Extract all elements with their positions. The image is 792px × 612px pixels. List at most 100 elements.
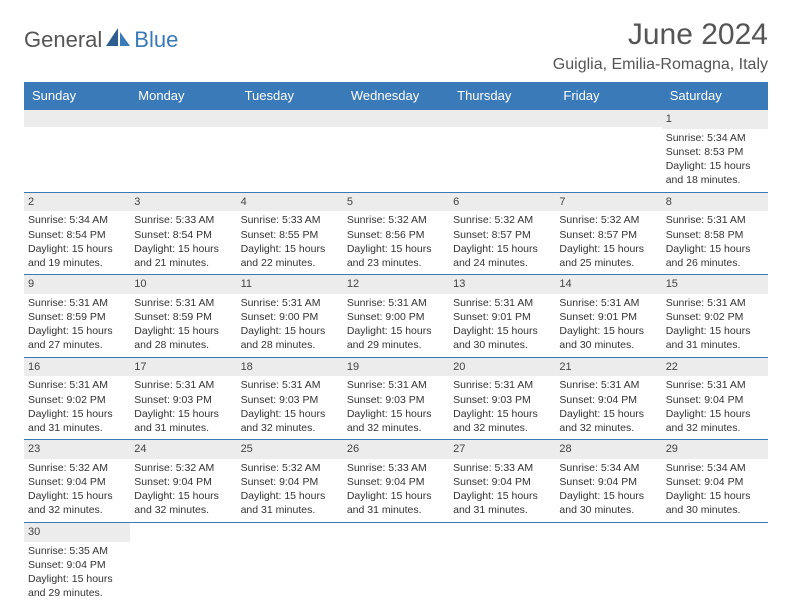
calendar-day-cell: 24 Sunrise: 5:32 AMSunset: 9:04 PMDayligh… — [130, 440, 236, 523]
day-info: Sunrise: 5:32 AMSunset: 8:56 PMDaylight:… — [347, 213, 445, 270]
day-info: Sunrise: 5:31 AMSunset: 8:58 PMDaylight:… — [666, 213, 764, 270]
calendar-day-cell: 11Sunrise: 5:31 AMSunset: 9:00 PMDayligh… — [237, 275, 343, 358]
calendar-day-cell: 12Sunrise: 5:31 AMSunset: 9:00 PMDayligh… — [343, 275, 449, 358]
calendar-empty-cell — [343, 110, 449, 193]
day-number: 14 — [555, 275, 661, 294]
day-info: Sunrise: 5:31 AMSunset: 8:59 PMDaylight:… — [28, 296, 126, 353]
day-number: 4 — [237, 193, 343, 212]
calendar-empty-cell — [24, 110, 130, 193]
location: Guiglia, Emilia-Romagna, Italy — [553, 56, 768, 74]
day-info: Sunrise: 5:32 AMSunset: 9:04 PMDaylight:… — [134, 461, 232, 518]
day-info: Sunrise: 5:31 AMSunset: 9:01 PMDaylight:… — [453, 296, 551, 353]
day-info: Sunrise: 5:31 AMSunset: 9:03 PMDaylight:… — [347, 378, 445, 435]
day-number: 24 — [130, 440, 236, 459]
calendar-day-cell: 19Sunrise: 5:31 AMSunset: 9:03 PMDayligh… — [343, 357, 449, 440]
day-number: 25 — [237, 440, 343, 459]
calendar-day-cell: 4Sunrise: 5:33 AMSunset: 8:55 PMDaylight… — [237, 192, 343, 275]
day-info: Sunrise: 5:31 AMSunset: 9:00 PMDaylight:… — [347, 296, 445, 353]
calendar-day-cell: 1Sunrise: 5:34 AMSunset: 8:53 PMDaylight… — [662, 110, 768, 193]
calendar-day-cell: 5Sunrise: 5:32 AMSunset: 8:56 PMDaylight… — [343, 192, 449, 275]
calendar-empty-cell — [343, 522, 449, 604]
day-info: Sunrise: 5:31 AMSunset: 9:00 PMDaylight:… — [241, 296, 339, 353]
weekday-header: Thursday — [449, 82, 555, 110]
day-info: Sunrise: 5:31 AMSunset: 9:02 PMDaylight:… — [666, 296, 764, 353]
calendar-day-cell: 30 Sunrise: 5:35 AMSunset: 9:04 PMDayligh… — [24, 522, 130, 604]
day-number: 15 — [662, 275, 768, 294]
day-number: 7 — [555, 193, 661, 212]
day-info: Sunrise: 5:33 AMSunset: 9:04 PMDaylight:… — [347, 461, 445, 518]
day-info: Sunrise: 5:32 AMSunset: 9:04 PMDaylight:… — [241, 461, 339, 518]
day-info: Sunrise: 5:34 AMSunset: 9:04 PMDaylight:… — [559, 461, 657, 518]
calendar-day-cell: 18Sunrise: 5:31 AMSunset: 9:03 PMDayligh… — [237, 357, 343, 440]
day-info: Sunrise: 5:33 AMSunset: 8:55 PMDaylight:… — [241, 213, 339, 270]
day-number: 30 — [24, 523, 130, 542]
day-number: 1 — [662, 110, 768, 129]
day-number: 28 — [555, 440, 661, 459]
logo: General Blue — [24, 26, 178, 53]
day-number: 16 — [24, 358, 130, 377]
day-number: 19 — [343, 358, 449, 377]
calendar-day-cell: 23 Sunrise: 5:32 AMSunset: 9:04 PMDayligh… — [24, 440, 130, 523]
day-info: Sunrise: 5:31 AMSunset: 9:01 PMDaylight:… — [559, 296, 657, 353]
day-number: 29 — [662, 440, 768, 459]
day-info: Sunrise: 5:31 AMSunset: 9:02 PMDaylight:… — [28, 378, 126, 435]
page-title: June 2024 — [553, 18, 768, 52]
day-info: Sunrise: 5:33 AMSunset: 9:04 PMDaylight:… — [453, 461, 551, 518]
day-info: Sunrise: 5:31 AMSunset: 8:59 PMDaylight:… — [134, 296, 232, 353]
calendar-empty-cell — [237, 110, 343, 193]
day-number: 5 — [343, 193, 449, 212]
day-info: Sunrise: 5:31 AMSunset: 9:03 PMDaylight:… — [241, 378, 339, 435]
day-number: 23 — [24, 440, 130, 459]
weekday-header: Tuesday — [237, 82, 343, 110]
calendar-row: 16Sunrise: 5:31 AMSunset: 9:02 PMDayligh… — [24, 357, 768, 440]
calendar-day-cell: 3Sunrise: 5:33 AMSunset: 8:54 PMDaylight… — [130, 192, 236, 275]
day-info: Sunrise: 5:32 AMSunset: 9:04 PMDaylight:… — [28, 461, 126, 518]
calendar-row: 30 Sunrise: 5:35 AMSunset: 9:04 PMDayligh… — [24, 522, 768, 604]
header: General Blue June 2024 Guiglia, Emilia-R… — [24, 18, 768, 74]
day-number: 18 — [237, 358, 343, 377]
day-number: 13 — [449, 275, 555, 294]
day-number: 8 — [662, 193, 768, 212]
day-number: 17 — [130, 358, 236, 377]
calendar-day-cell: 6Sunrise: 5:32 AMSunset: 8:57 PMDaylight… — [449, 192, 555, 275]
logo-sail-icon — [104, 26, 132, 53]
day-info: Sunrise: 5:31 AMSunset: 9:03 PMDaylight:… — [134, 378, 232, 435]
day-number: 26 — [343, 440, 449, 459]
calendar-day-cell: 9 Sunrise: 5:31 AMSunset: 8:59 PMDaylight… — [24, 275, 130, 358]
calendar-empty-cell — [555, 110, 661, 193]
calendar-day-cell: 13 Sunrise: 5:31 AMSunset: 9:01 PMDayligh… — [449, 275, 555, 358]
day-number: 6 — [449, 193, 555, 212]
calendar-day-cell: 26 Sunrise: 5:33 AMSunset: 9:04 PMDayligh… — [343, 440, 449, 523]
weekday-header: Saturday — [662, 82, 768, 110]
calendar-day-cell: 16Sunrise: 5:31 AMSunset: 9:02 PMDayligh… — [24, 357, 130, 440]
day-info: Sunrise: 5:35 AMSunset: 9:04 PMDaylight:… — [28, 544, 126, 601]
weekday-header-row: Sunday Monday Tuesday Wednesday Thursday… — [24, 82, 768, 110]
header-right: June 2024 Guiglia, Emilia-Romagna, Italy — [553, 18, 768, 74]
day-info: Sunrise: 5:34 AMSunset: 9:04 PMDaylight:… — [666, 461, 764, 518]
calendar-row: 23Sunrise: 5:32 AMSunset: 9:04 PMDayligh… — [24, 440, 768, 523]
day-info: Sunrise: 5:32 AMSunset: 8:57 PMDaylight:… — [453, 213, 551, 270]
calendar-day-cell: 27 Sunrise: 5:33 AMSunset: 9:04 PMDayligh… — [449, 440, 555, 523]
daynum-bar-empty — [24, 110, 130, 127]
day-number: 2 — [24, 193, 130, 212]
calendar-empty-cell — [130, 110, 236, 193]
calendar-empty-cell — [449, 110, 555, 193]
calendar-day-cell: 14 Sunrise: 5:31 AMSunset: 9:01 PMDayligh… — [555, 275, 661, 358]
day-number: 27 — [449, 440, 555, 459]
calendar-day-cell: 29 Sunrise: 5:34 AMSunset: 9:04 PMDayligh… — [662, 440, 768, 523]
calendar-day-cell: 25 Sunrise: 5:32 AMSunset: 9:04 PMDayligh… — [237, 440, 343, 523]
daynum-bar-empty — [343, 110, 449, 127]
calendar-empty-cell — [555, 522, 661, 604]
calendar-day-cell: 15 Sunrise: 5:31 AMSunset: 9:02 PMDayligh… — [662, 275, 768, 358]
calendar-empty-cell — [449, 522, 555, 604]
daynum-bar-empty — [555, 110, 661, 127]
calendar-table: Sunday Monday Tuesday Wednesday Thursday… — [24, 82, 768, 604]
calendar-day-cell: 22Sunrise: 5:31 AMSunset: 9:04 PMDayligh… — [662, 357, 768, 440]
day-number: 9 — [24, 275, 130, 294]
day-info: Sunrise: 5:33 AMSunset: 8:54 PMDaylight:… — [134, 213, 232, 270]
logo-text-general: General — [24, 27, 102, 53]
weekday-header: Friday — [555, 82, 661, 110]
weekday-header: Wednesday — [343, 82, 449, 110]
day-number: 22 — [662, 358, 768, 377]
daynum-bar-empty — [449, 110, 555, 127]
